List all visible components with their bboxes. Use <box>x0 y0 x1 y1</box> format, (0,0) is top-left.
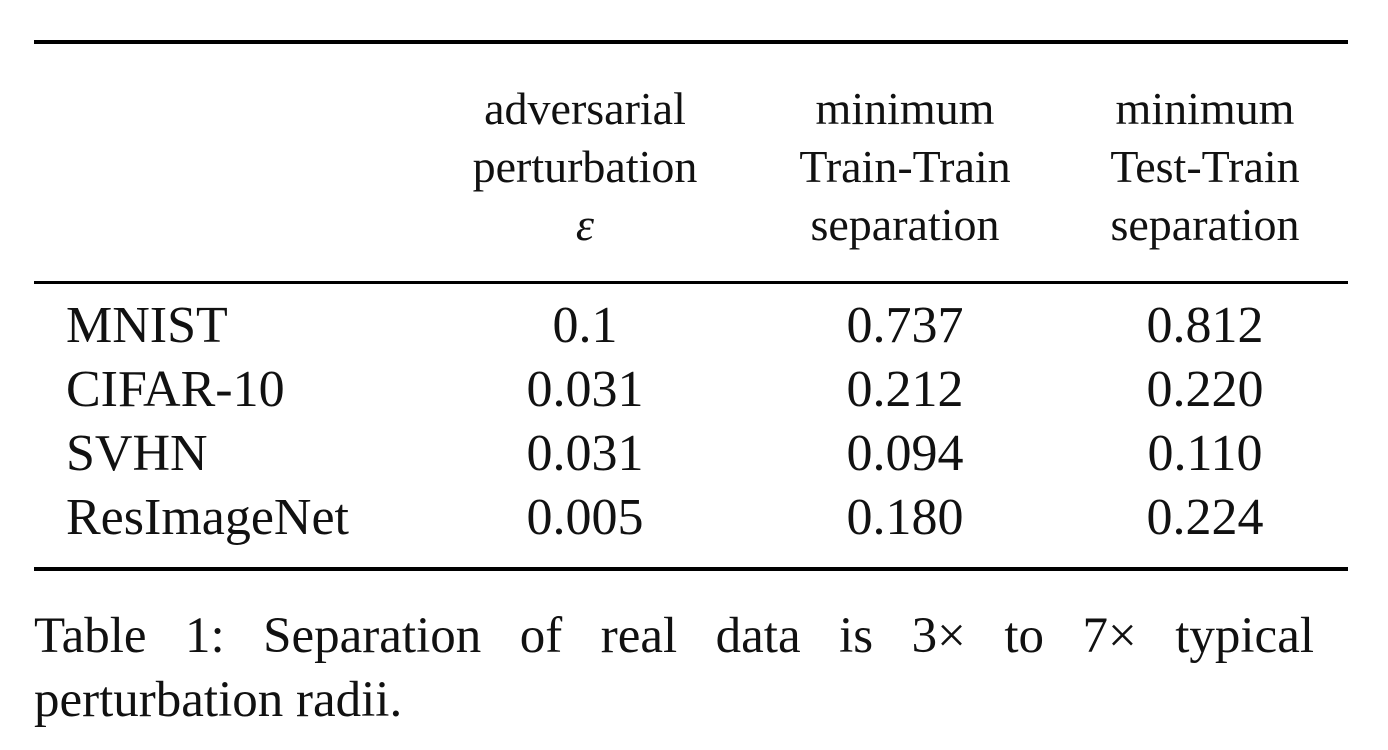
dataset-name: SVHN <box>66 425 208 482</box>
train-train-value: 0.737 <box>846 297 964 354</box>
test-train-value: 0.220 <box>1146 361 1264 418</box>
epsilon-symbol: ε <box>575 199 595 250</box>
test-train-value: 0.812 <box>1146 297 1264 354</box>
header-line: Train-Train <box>799 141 1011 192</box>
header-line: separation <box>1110 199 1300 250</box>
header-adversarial-perturbation: adversarial perturbation ε <box>440 80 730 254</box>
table-bottom-rule <box>34 567 1348 571</box>
dataset-name: ResImageNet <box>66 489 350 546</box>
table-header-rule <box>34 281 1348 284</box>
table-row: CIFAR-10 0.031 0.212 0.220 <box>0 358 1388 422</box>
header-line: perturbation <box>472 141 698 192</box>
header-test-train-separation: minimum Test-Train separation <box>1080 80 1330 254</box>
epsilon-value: 0.031 <box>526 425 644 482</box>
train-train-value: 0.180 <box>846 489 964 546</box>
header-line: minimum <box>1115 83 1295 134</box>
train-train-value: 0.094 <box>846 425 964 482</box>
header-line: minimum <box>815 83 995 134</box>
table-top-rule <box>34 40 1348 44</box>
table-row: ResImageNet 0.005 0.180 0.224 <box>0 486 1388 550</box>
test-train-value: 0.110 <box>1147 425 1263 482</box>
test-train-value: 0.224 <box>1146 489 1264 546</box>
table-caption: Table 1: Separation of real data is 3× t… <box>34 608 1314 728</box>
epsilon-value: 0.1 <box>552 297 618 354</box>
header-line: Test-Train <box>1110 141 1300 192</box>
header-line: separation <box>810 199 1000 250</box>
train-train-value: 0.212 <box>846 361 964 418</box>
table-row: MNIST 0.1 0.737 0.812 <box>0 294 1388 358</box>
dataset-name: MNIST <box>66 297 228 354</box>
epsilon-value: 0.005 <box>526 489 644 546</box>
dataset-name: CIFAR-10 <box>66 361 285 418</box>
epsilon-value: 0.031 <box>526 361 644 418</box>
table-row: SVHN 0.031 0.094 0.110 <box>0 422 1388 486</box>
header-line: adversarial <box>484 83 686 134</box>
header-train-train-separation: minimum Train-Train separation <box>770 80 1040 254</box>
